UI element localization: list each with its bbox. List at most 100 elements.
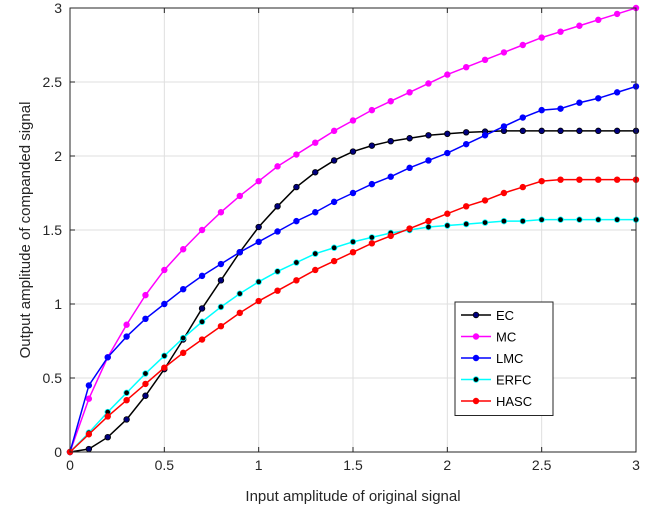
data-point-ec — [387, 137, 394, 145]
data-point-mc — [198, 226, 206, 234]
data-point-hasc — [255, 297, 262, 305]
data-point-mc — [500, 49, 508, 56]
data-point-lmc — [236, 248, 243, 256]
data-point-mc — [463, 63, 470, 71]
data-point-hasc — [85, 431, 93, 438]
data-point-ec — [255, 223, 262, 231]
legend-item-lmc: LMC — [461, 351, 523, 366]
data-point-mc — [425, 80, 432, 87]
data-point-erfc — [595, 216, 602, 223]
data-point-hasc — [368, 240, 376, 247]
data-point-lmc — [557, 105, 564, 112]
data-point-erfc — [444, 222, 451, 229]
x-axis-label: Input amplitude of original signal — [245, 488, 460, 505]
data-point-mc — [179, 246, 187, 253]
y-tick-label: 0.5 — [43, 370, 63, 386]
legend-label-erfc: ERFC — [496, 373, 531, 388]
data-point-hasc — [330, 257, 338, 265]
data-point-ec — [274, 203, 281, 210]
data-point-lmc — [123, 333, 130, 340]
y-tick-label: 1 — [54, 296, 62, 312]
data-point-hasc — [293, 277, 300, 284]
y-axis-label: Output amplitude of companded signal — [17, 102, 34, 359]
x-tick-label: 0 — [66, 457, 74, 473]
data-point-mc — [519, 41, 526, 49]
legend-label-hasc: HASC — [496, 394, 532, 409]
data-point-ec — [217, 277, 225, 284]
data-point-hasc — [481, 197, 489, 204]
data-point-ec — [557, 127, 564, 135]
data-point-ec — [293, 183, 300, 191]
data-point-hasc — [500, 189, 508, 197]
data-point-ec — [198, 305, 206, 312]
data-point-erfc — [179, 334, 187, 342]
data-point-lmc — [576, 99, 583, 106]
data-point-ec — [519, 127, 526, 135]
x-tick-label: 2 — [443, 457, 451, 473]
data-point-erfc — [293, 259, 300, 266]
data-point-erfc — [613, 216, 621, 223]
data-point-lmc — [217, 260, 225, 268]
data-point-ec — [444, 130, 451, 137]
legend-marker-hasc — [472, 397, 480, 405]
data-point-hasc — [236, 309, 243, 317]
data-point-mc — [538, 34, 545, 41]
data-point-lmc — [538, 106, 545, 114]
data-point-hasc — [142, 380, 149, 388]
data-point-ec — [142, 392, 149, 399]
data-point-lmc — [425, 157, 432, 164]
data-point-ec — [425, 132, 432, 139]
data-point-hasc — [104, 413, 111, 420]
x-tick-label: 2.5 — [532, 457, 552, 473]
legend-marker-ec — [472, 311, 480, 319]
data-point-erfc — [274, 268, 281, 275]
data-point-hasc — [463, 203, 470, 210]
data-point-erfc — [217, 303, 225, 311]
data-point-lmc — [500, 123, 508, 130]
legend-marker-erfc — [472, 376, 480, 383]
data-point-ec — [538, 127, 545, 135]
data-point-ec — [349, 148, 357, 155]
data-point-mc — [368, 106, 376, 114]
data-point-lmc — [387, 173, 394, 180]
data-point-lmc — [274, 228, 281, 235]
legend-item-mc: MC — [461, 330, 516, 345]
data-point-hasc — [444, 210, 451, 217]
data-point-mc — [613, 10, 621, 18]
y-tick-label: 2.5 — [43, 74, 63, 90]
data-point-hasc — [595, 176, 602, 183]
data-point-hasc — [425, 217, 432, 225]
data-point-hasc — [557, 176, 564, 183]
data-point-erfc — [236, 290, 243, 297]
data-point-erfc — [425, 223, 432, 231]
data-point-hasc — [613, 176, 621, 183]
data-point-erfc — [463, 220, 470, 228]
data-point-ec — [406, 135, 413, 142]
legend-item-ec: EC — [461, 308, 514, 323]
data-point-lmc — [368, 180, 376, 188]
legend-marker-lmc — [472, 354, 480, 362]
data-point-lmc — [85, 382, 93, 389]
data-point-erfc — [312, 250, 319, 257]
legend-item-hasc: HASC — [461, 394, 532, 409]
data-point-hasc — [406, 225, 413, 232]
data-point-lmc — [463, 140, 470, 148]
data-point-mc — [349, 117, 357, 124]
data-point-mc — [236, 192, 243, 200]
data-point-ec — [85, 445, 93, 453]
data-point-lmc — [293, 217, 300, 225]
data-point-mc — [274, 163, 281, 170]
x-tick-label: 0.5 — [155, 457, 175, 473]
data-point-lmc — [519, 114, 526, 121]
data-point-erfc — [519, 217, 526, 225]
x-tick-label: 1.5 — [343, 457, 363, 473]
data-point-ec — [368, 142, 376, 149]
data-point-erfc — [255, 278, 262, 285]
data-point-erfc — [538, 216, 545, 223]
legend-item-erfc: ERFC — [461, 373, 531, 388]
data-point-lmc — [104, 354, 111, 361]
data-point-lmc — [481, 132, 489, 139]
data-point-hasc — [161, 364, 168, 371]
legend-label-mc: MC — [496, 330, 516, 345]
data-point-lmc — [613, 89, 621, 96]
